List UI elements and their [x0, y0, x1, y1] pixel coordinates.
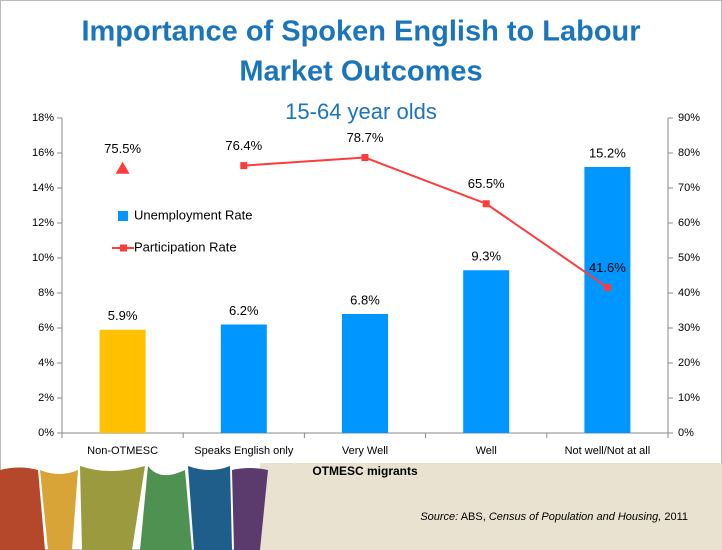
- y-tick-label: 14%: [32, 182, 54, 194]
- deco-shape: [40, 470, 78, 550]
- line: [243, 156, 608, 289]
- y-tick-label: 4%: [38, 357, 54, 369]
- bar: [463, 270, 510, 433]
- y-tick-label: 2%: [38, 392, 54, 404]
- chart-title: Market Outcomes: [239, 56, 482, 88]
- y2-tick-label: 20%: [678, 357, 700, 369]
- bar: [99, 329, 146, 433]
- x-tick-label: Non-OTMESC: [87, 445, 158, 457]
- deco-shape: [140, 466, 192, 550]
- y-tick-label: 16%: [32, 147, 54, 159]
- y-tick-label: 10%: [32, 252, 54, 264]
- value-label: 78.7%: [347, 130, 384, 145]
- value-label: 76.4%: [225, 138, 262, 153]
- value-label: 9.3%: [471, 249, 501, 264]
- deco-shape: [0, 467, 45, 550]
- value-label: 6.2%: [229, 303, 259, 318]
- y2-tick-label: 10%: [678, 392, 700, 404]
- y-tick-label: 8%: [38, 287, 54, 299]
- y2-tick-label: 30%: [678, 322, 700, 334]
- source-year: 2011: [664, 511, 688, 523]
- value-label: 15.2%: [589, 145, 626, 160]
- x-tick-label: Speaks English only: [194, 445, 294, 457]
- bar: [342, 314, 388, 433]
- y2-tick-label: 0%: [678, 427, 694, 439]
- bar: [220, 324, 267, 433]
- chart-subtitle: 15-64 year olds: [285, 99, 437, 124]
- footer-decoration: [0, 466, 268, 550]
- deco-shape: [232, 468, 268, 550]
- y2-tick-label: 50%: [678, 252, 700, 264]
- value-label: 41.6%: [589, 260, 626, 275]
- y-tick-label: 18%: [32, 112, 54, 124]
- y-tick-label: 0%: [38, 427, 54, 439]
- y2-tick-label: 60%: [678, 217, 700, 229]
- legend-label: Unemployment Rate: [134, 207, 253, 222]
- bar: [584, 167, 631, 433]
- deco-shape: [80, 466, 145, 550]
- x-tick-label: Well: [476, 445, 497, 457]
- y2-tick-label: 40%: [678, 287, 700, 299]
- line-marker: [603, 283, 611, 291]
- value-label: 65.5%: [468, 176, 505, 191]
- y2-tick-label: 70%: [678, 182, 700, 194]
- legend-label: Participation Rate: [134, 239, 237, 254]
- x-axis-title: OTMESC migrants: [312, 464, 418, 478]
- deco-shape: [188, 466, 232, 550]
- y-tick-label: 12%: [32, 217, 54, 229]
- source-publisher: ABS,: [461, 511, 486, 523]
- line-marker: [240, 162, 248, 170]
- legend-swatch: [120, 244, 127, 252]
- value-label: 6.8%: [350, 292, 380, 307]
- value-label: 75.5%: [104, 141, 141, 156]
- x-tick-label: Not well/Not at all: [565, 445, 651, 457]
- x-tick-label: Very Well: [342, 445, 388, 457]
- line-marker: [115, 161, 130, 174]
- legend-swatch: [118, 211, 128, 221]
- y2-tick-label: 80%: [678, 147, 700, 159]
- y2-tick-label: 90%: [678, 112, 700, 124]
- source-work: Census of Population and Housing,: [489, 511, 661, 523]
- line-marker: [361, 154, 369, 162]
- footer-band: [260, 463, 722, 550]
- y-tick-label: 6%: [38, 322, 54, 334]
- source-note: Source: ABS, Census of Population and Ho…: [420, 511, 688, 523]
- chart-title: Importance of Spoken English to Labour: [81, 16, 640, 48]
- line-marker: [482, 200, 490, 208]
- source-label: Source:: [420, 511, 458, 523]
- value-label: 5.9%: [108, 308, 138, 323]
